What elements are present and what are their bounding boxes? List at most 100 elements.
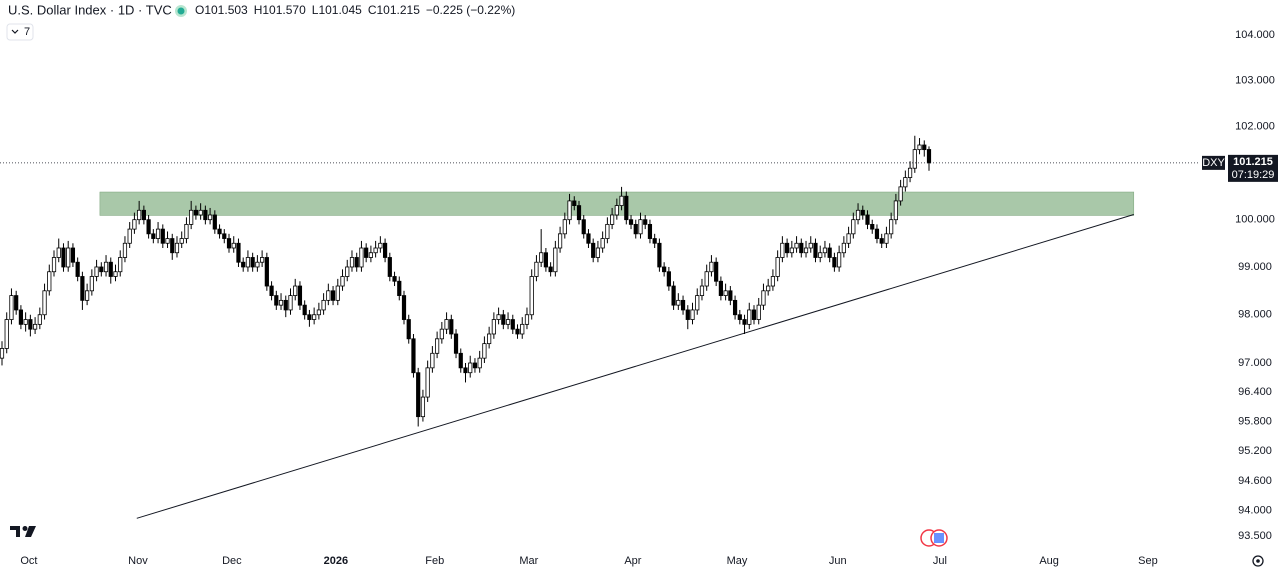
candle-body xyxy=(4,319,9,349)
candle-body xyxy=(449,319,454,335)
candle-body xyxy=(122,242,128,258)
candle-body xyxy=(917,144,922,151)
candle-body xyxy=(137,209,142,221)
candle-body xyxy=(326,290,331,301)
x-tick-label: Feb xyxy=(425,555,444,567)
candle-body xyxy=(662,266,667,273)
candle-body xyxy=(761,290,766,306)
candle-body xyxy=(766,285,771,292)
candle-body xyxy=(47,271,52,292)
ohlc-value: O101.503 xyxy=(195,3,248,17)
candle-body xyxy=(619,195,624,206)
y-tick-label: 95.800 xyxy=(1238,415,1272,427)
candle-body xyxy=(870,223,875,230)
settings-icon[interactable] xyxy=(1252,555,1264,567)
event-icons[interactable] xyxy=(920,529,948,547)
candle-body xyxy=(56,247,61,258)
candle-body xyxy=(595,247,601,258)
candle-body xyxy=(321,299,326,311)
candle-body xyxy=(879,238,884,244)
candle-body xyxy=(18,309,24,325)
candle-body xyxy=(392,276,397,282)
candle-body xyxy=(61,247,66,268)
candle-body xyxy=(146,219,151,235)
candle-body xyxy=(66,247,71,268)
candle-body xyxy=(70,247,76,263)
x-tick-label: Jul xyxy=(933,555,947,567)
candle-body xyxy=(302,304,307,316)
symbol-label: DXY xyxy=(1202,157,1225,169)
candle-body xyxy=(141,209,146,221)
candle-body xyxy=(539,252,544,263)
candle-body xyxy=(846,233,851,244)
change-value: −0.225 (−0.22%) xyxy=(426,3,515,17)
y-tick-label: 103.000 xyxy=(1235,75,1275,87)
candle-body xyxy=(420,396,426,418)
candle-body xyxy=(851,219,856,235)
candle-body xyxy=(472,362,478,369)
y-tick-label: 95.200 xyxy=(1238,445,1272,457)
candle-body xyxy=(855,209,861,221)
candle-body xyxy=(680,299,686,311)
candle-body xyxy=(477,357,482,369)
candle-body xyxy=(99,266,104,273)
candle-body xyxy=(718,280,723,296)
candle-body xyxy=(368,252,373,258)
candle-body xyxy=(236,242,241,263)
candle-body xyxy=(487,333,492,345)
x-tick-label: Apr xyxy=(624,555,641,567)
candle-body xyxy=(269,285,274,296)
candle-body xyxy=(652,238,657,244)
candle-body xyxy=(747,309,752,325)
candle-body xyxy=(586,233,591,244)
candle-body xyxy=(572,200,577,206)
candle-body xyxy=(245,257,251,268)
candle-body xyxy=(430,352,435,369)
candle-body xyxy=(628,219,634,225)
candle-body xyxy=(160,228,165,244)
candle-body xyxy=(756,304,761,320)
candle-body xyxy=(785,242,790,254)
candle-body xyxy=(354,257,359,268)
candle-body xyxy=(94,266,99,277)
candle-body xyxy=(874,228,880,239)
candle-body xyxy=(193,209,199,216)
candle-body xyxy=(496,314,501,320)
candle-body xyxy=(709,261,714,273)
candle-body xyxy=(666,271,671,287)
candle-body xyxy=(330,290,336,301)
indicator-toggle[interactable] xyxy=(6,23,34,41)
candle-body xyxy=(14,295,19,311)
candle-body xyxy=(794,242,799,249)
y-tick-label: 94.600 xyxy=(1238,475,1272,487)
x-tick-label: Nov xyxy=(128,555,148,567)
candle-body xyxy=(926,149,932,164)
price-box xyxy=(1228,154,1278,182)
candle-body xyxy=(770,276,776,287)
ohlc-value: C101.215 xyxy=(368,3,420,17)
candle-body xyxy=(633,223,638,235)
candle-body xyxy=(860,209,865,216)
candle-body xyxy=(179,238,184,244)
y-tick-label: 97.000 xyxy=(1238,357,1272,369)
ohlc-value: H101.570 xyxy=(254,3,306,17)
candle-body xyxy=(439,328,444,340)
x-tick-label: Jun xyxy=(829,555,847,567)
candle-body xyxy=(283,299,288,311)
candle-body xyxy=(103,261,109,273)
candle-body xyxy=(624,195,629,221)
candle-body xyxy=(453,333,459,354)
candle-body xyxy=(416,372,421,418)
candle-body xyxy=(113,271,118,277)
candle-body xyxy=(723,290,728,296)
candle-body xyxy=(841,242,846,254)
candle-body xyxy=(364,247,369,258)
candle-body xyxy=(118,257,123,273)
candle-body xyxy=(510,319,515,330)
candle-body xyxy=(657,242,662,268)
candle-body xyxy=(922,144,927,151)
candle-body xyxy=(732,299,738,316)
candle-body xyxy=(737,314,742,320)
candle-body xyxy=(155,228,161,239)
x-tick-label: Dec xyxy=(222,555,242,567)
